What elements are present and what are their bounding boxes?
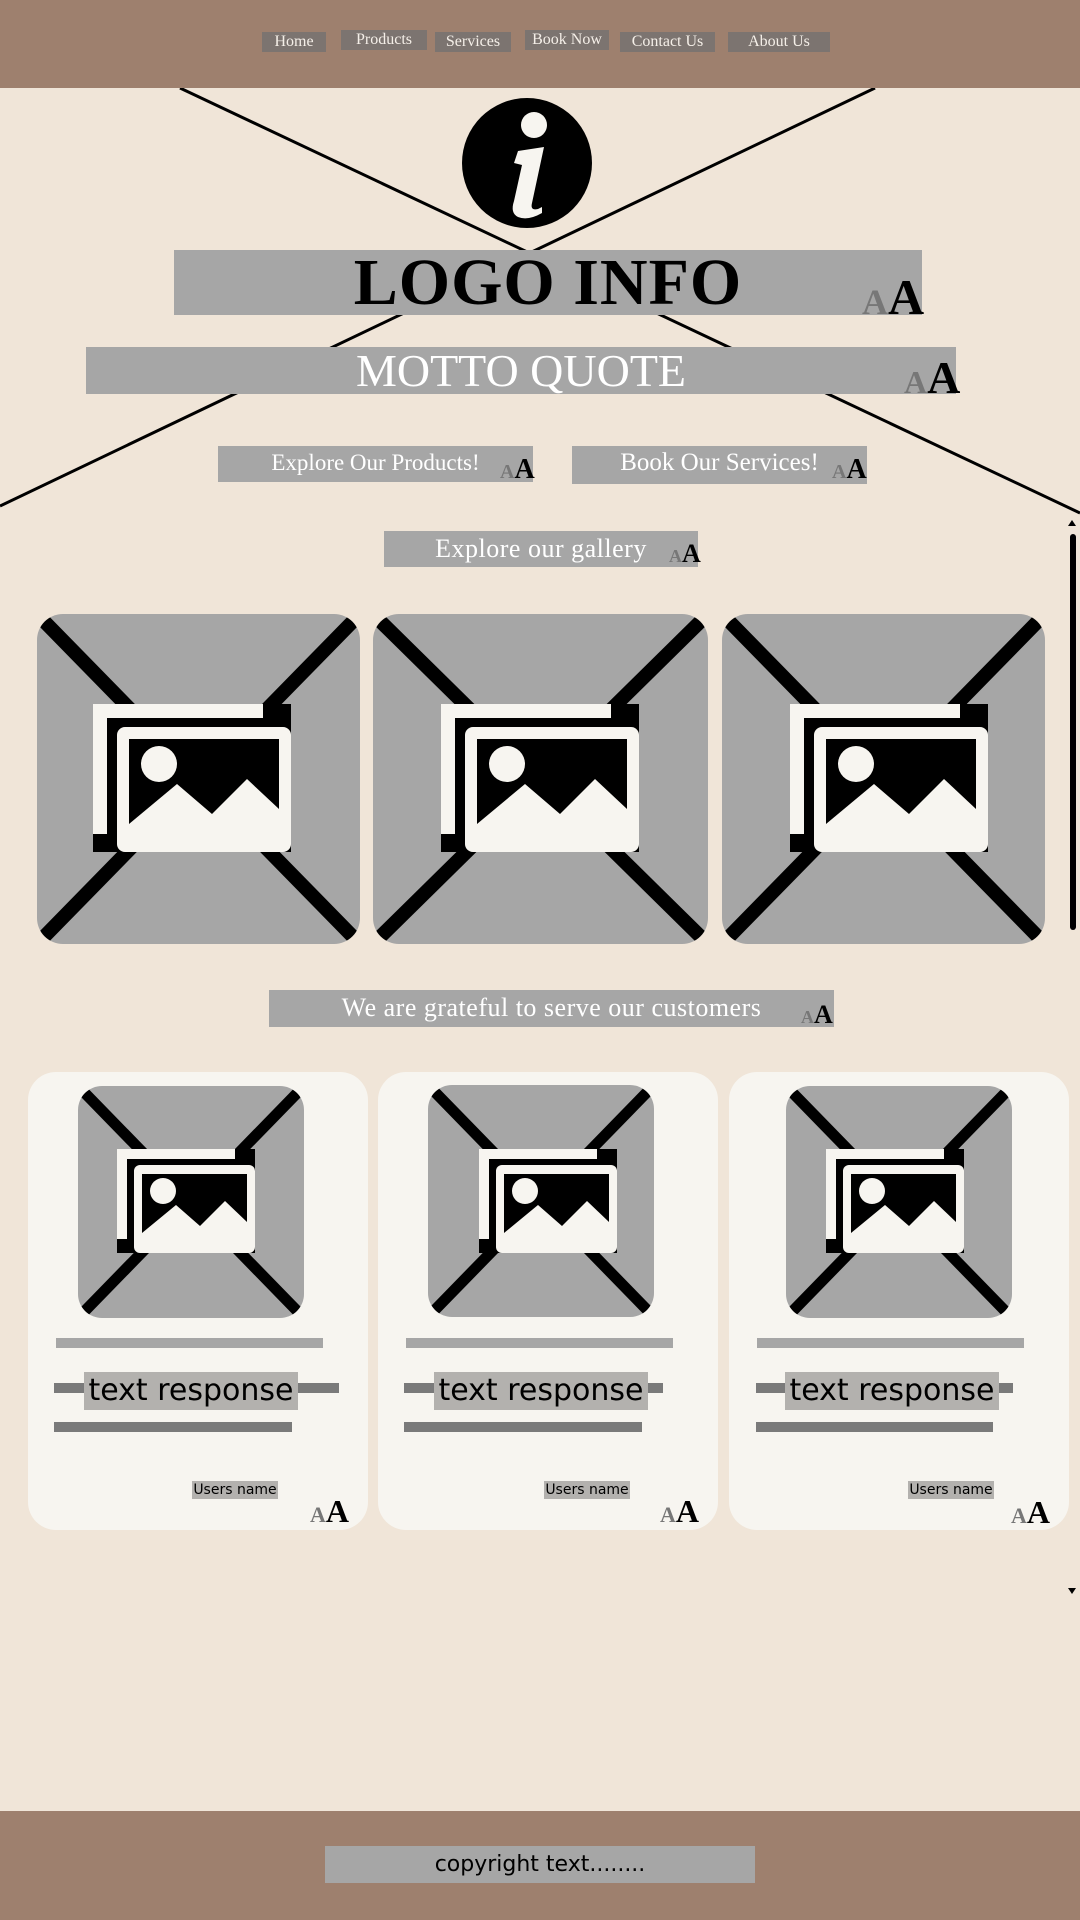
text-response: text response (785, 1372, 999, 1410)
gallery-image-2[interactable] (373, 614, 708, 944)
testimonial-image (428, 1085, 654, 1317)
text-line (404, 1422, 642, 1432)
font-size-icon[interactable]: AA (904, 352, 961, 403)
scroll-up-icon[interactable] (1068, 520, 1076, 526)
book-services-button[interactable]: Book Our Services! AA (572, 446, 867, 485)
image-placeholder-icon (722, 614, 1045, 944)
text-line (56, 1338, 323, 1348)
font-size-icon[interactable]: AA (801, 1000, 833, 1029)
font-size-icon[interactable]: AA (1011, 1494, 1050, 1530)
nav-products[interactable]: Products (341, 30, 427, 50)
scrollbar[interactable] (1067, 520, 1077, 1596)
nav-contact-us[interactable]: Contact Us (620, 32, 715, 52)
info-icon (462, 98, 592, 228)
logo-text: LOGO INFO (353, 246, 743, 319)
image-placeholder-icon (373, 614, 708, 944)
gallery-image-1[interactable] (37, 614, 360, 944)
image-placeholder-icon (37, 614, 360, 944)
top-navigation: Home Products Services Book Now Contact … (0, 0, 1080, 88)
nav-services[interactable]: Services (435, 32, 511, 52)
font-size-icon[interactable]: AA (862, 269, 925, 325)
testimonial-card-1: text response Users name AA (28, 1072, 368, 1530)
text-line (406, 1338, 673, 1348)
users-name: Users name (908, 1481, 994, 1499)
explore-products-label: Explore Our Products! (271, 450, 480, 475)
users-name: Users name (192, 1481, 278, 1499)
text-line (756, 1422, 993, 1432)
image-placeholder-icon (786, 1086, 1012, 1318)
image-placeholder-icon (78, 1086, 304, 1318)
gallery-image-3[interactable] (722, 614, 1045, 944)
gallery-title: Explore our gallery (435, 534, 647, 563)
nav-about-us[interactable]: About Us (728, 32, 830, 52)
testimonial-image (78, 1086, 304, 1318)
testimonials-title-block: We are grateful to serve our customers A… (269, 990, 834, 1029)
font-size-icon[interactable]: AA (310, 1493, 349, 1529)
nav-book-now[interactable]: Book Now (525, 30, 609, 50)
footer: copyright text........ (0, 1811, 1080, 1920)
testimonial-image (786, 1086, 1012, 1318)
users-name: Users name (544, 1481, 630, 1499)
font-size-icon[interactable]: AA (660, 1493, 699, 1529)
text-line (54, 1422, 292, 1432)
image-placeholder-icon (428, 1085, 654, 1317)
nav-home[interactable]: Home (262, 32, 326, 52)
font-size-icon[interactable]: AA (500, 454, 535, 485)
scrollbar-thumb[interactable] (1070, 534, 1076, 930)
font-size-icon[interactable]: AA (832, 454, 867, 485)
logo-block: LOGO INFO AA (174, 246, 924, 325)
testimonial-card-3: text response Users name AA (729, 1072, 1069, 1530)
text-response: text response (434, 1372, 648, 1410)
gallery-title-block: Explore our gallery AA (384, 531, 701, 568)
motto-text: MOTTO QUOTE (355, 345, 687, 396)
explore-products-button[interactable]: Explore Our Products! AA (218, 446, 535, 485)
motto-block: MOTTO QUOTE AA (86, 345, 960, 403)
copyright-text: copyright text........ (325, 1846, 755, 1883)
text-line (757, 1338, 1024, 1348)
book-services-label: Book Our Services! (620, 449, 819, 476)
font-size-icon[interactable]: AA (669, 539, 701, 568)
text-response: text response (84, 1372, 298, 1410)
testimonials-title: We are grateful to serve our customers (341, 993, 762, 1022)
scroll-down-icon[interactable] (1068, 1588, 1076, 1594)
testimonial-card-2: text response Users name AA (378, 1072, 718, 1530)
